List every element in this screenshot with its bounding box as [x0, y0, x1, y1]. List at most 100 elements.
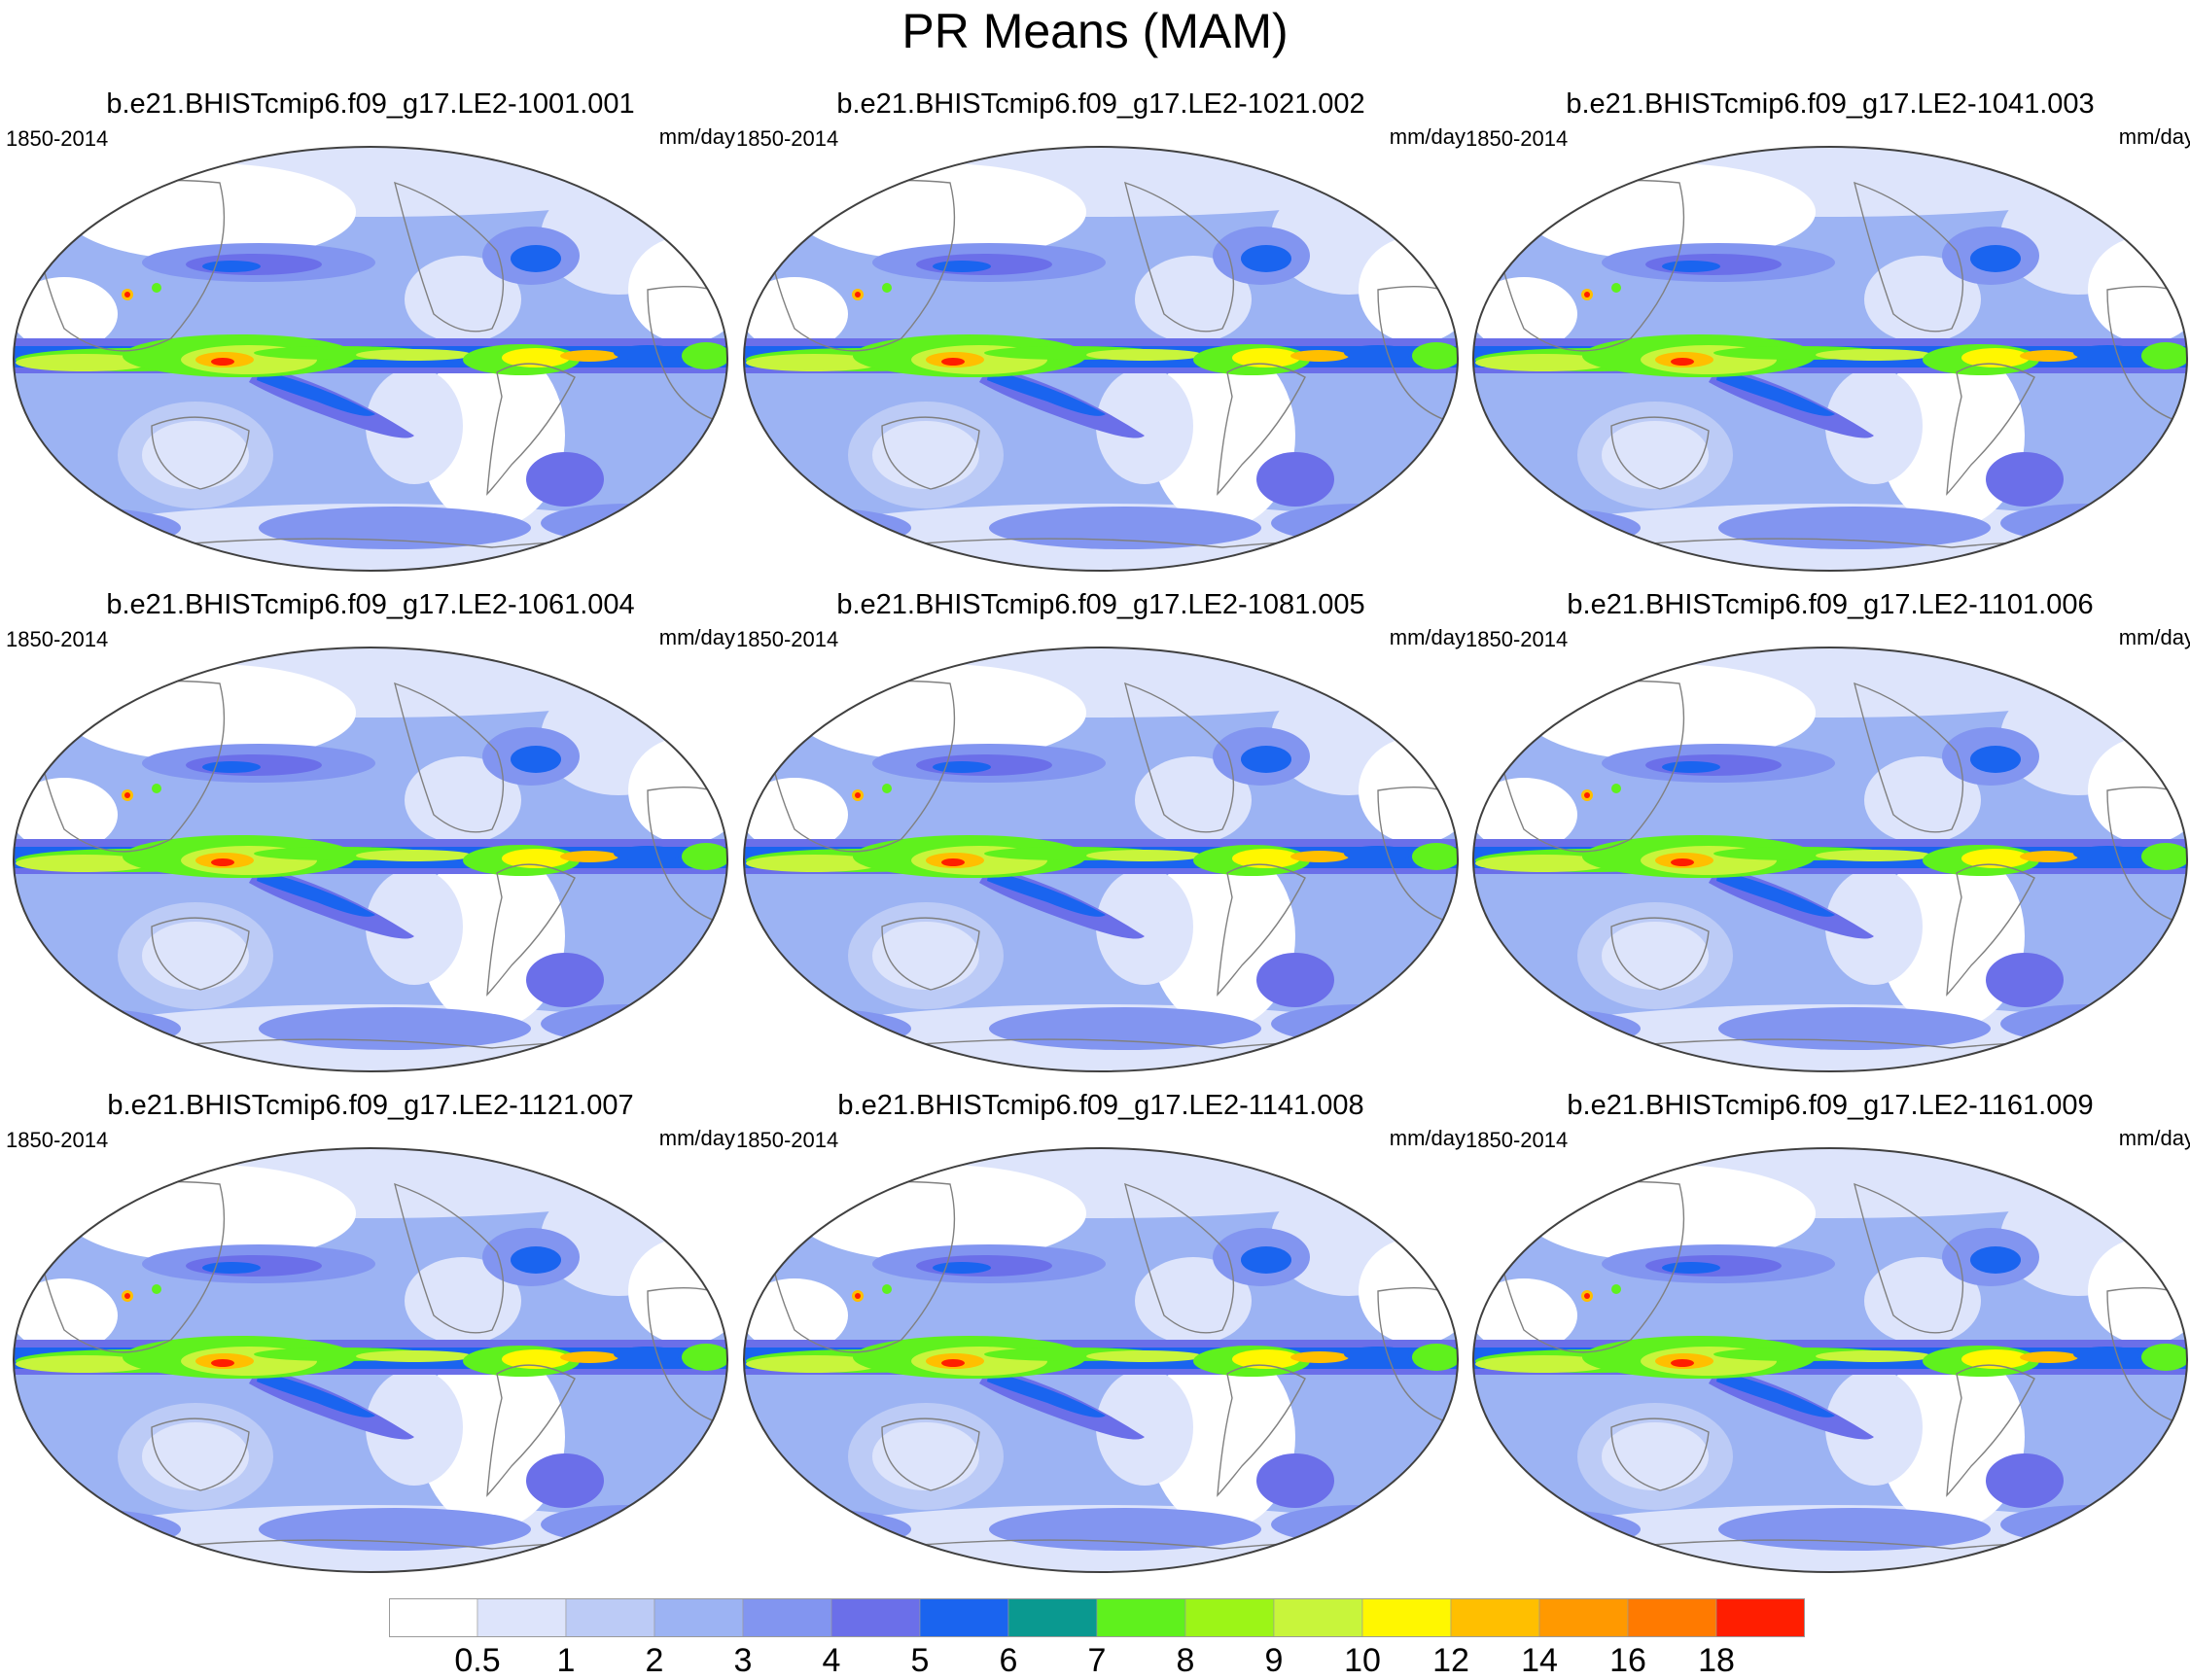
- south-pacific-light: [1825, 1369, 1923, 1486]
- japan-wet: [152, 283, 161, 293]
- north-polar-light: [1473, 147, 2187, 217]
- australia-outline: [151, 416, 250, 490]
- indian-ocean-itcz-core: [16, 354, 152, 371]
- amazon-core: [502, 348, 570, 368]
- gulf-stream-core: [511, 245, 561, 272]
- kuroshio-core: [1662, 1262, 1720, 1274]
- amazon-peak: [1290, 851, 1349, 862]
- south-america-outline: [486, 1364, 576, 1497]
- precip-map: [1472, 1147, 2188, 1573]
- south-atlantic-wet: [526, 1453, 604, 1508]
- south-atlantic-wet: [1986, 1453, 2064, 1508]
- south-pacific-light: [366, 1369, 463, 1486]
- colorbar-tick-label: 2: [645, 1642, 664, 1679]
- panel-title: b.e21.BHISTcmip6.f09_g17.LE2-1101.006: [1567, 589, 2094, 620]
- panel-period-label: 1850-2014: [1466, 126, 1569, 151]
- colorbar-swatch: [389, 1598, 478, 1637]
- south-pacific-light: [1096, 368, 1193, 484]
- colorbar-tick-label: 16: [1609, 1642, 1646, 1679]
- colorbar-swatch: [1007, 1598, 1098, 1637]
- warm-pool-max: [1671, 858, 1694, 866]
- southern-storm-track-pacific: [1718, 1007, 1991, 1050]
- china-hotspot-core: [124, 1293, 130, 1299]
- south-atlantic-wet: [1256, 953, 1334, 1007]
- panel-period-label: 1850-2014: [736, 627, 839, 651]
- east-pacific-light: [1864, 1257, 1981, 1345]
- colorbar-tick-label: 14: [1521, 1642, 1558, 1679]
- colorbar-tick-label: 5: [910, 1642, 930, 1679]
- arabia-dry: [744, 1278, 848, 1352]
- map-panel: b.e21.BHISTcmip6.f09_g17.LE2-1081.005 185…: [736, 588, 1466, 1074]
- colorbar-tick-label: 1: [556, 1642, 576, 1679]
- south-america-outline: [1946, 1364, 2035, 1497]
- north-polar-light: [744, 648, 1458, 718]
- north-polar-light: [1473, 1148, 2187, 1218]
- japan-wet: [882, 784, 892, 793]
- globe-outline: [1472, 146, 2188, 572]
- north-polar-light: [1473, 648, 2187, 718]
- australia-outline: [151, 917, 250, 991]
- north-polar-light: [14, 1148, 727, 1218]
- china-hotspot-core: [855, 792, 861, 798]
- southern-storm-track-pacific: [259, 1508, 531, 1551]
- arabia-dry: [1473, 277, 1577, 351]
- precip-map: [743, 1147, 1459, 1573]
- map-panel: b.e21.BHISTcmip6.f09_g17.LE2-1141.008 185…: [736, 1089, 1466, 1575]
- east-pacific-light: [1135, 256, 1252, 343]
- colorbar-tick-label: 18: [1698, 1642, 1735, 1679]
- panel-period-label: 1850-2014: [736, 1128, 839, 1152]
- warm-pool-max: [211, 1359, 234, 1367]
- australia-outline: [1610, 416, 1710, 490]
- southern-storm-track-pacific: [259, 1007, 531, 1050]
- south-america-outline: [1217, 363, 1306, 496]
- amazon-core: [1232, 849, 1300, 868]
- atlantic-itcz: [1344, 1347, 1412, 1362]
- southern-storm-track-pacific: [989, 1508, 1261, 1551]
- australia-outline: [881, 416, 980, 490]
- panel-title: b.e21.BHISTcmip6.f09_g17.LE2-1141.008: [837, 1090, 1364, 1121]
- colorbar-tick-label: 9: [1264, 1642, 1284, 1679]
- precip-map: [13, 146, 728, 572]
- south-america-outline: [486, 363, 576, 496]
- kuroshio-core: [1662, 261, 1720, 272]
- gulf-stream-core: [1241, 746, 1291, 773]
- japan-wet: [882, 283, 892, 293]
- gulf-stream-core: [1241, 245, 1291, 272]
- warm-pool-max: [211, 358, 234, 366]
- kuroshio-core: [202, 261, 261, 272]
- east-pacific-itcz: [356, 1350, 473, 1362]
- china-hotspot-core: [1584, 292, 1590, 298]
- africa-outline: [647, 1287, 727, 1428]
- spcz-core: [257, 870, 375, 917]
- panel-title: b.e21.BHISTcmip6.f09_g17.LE2-1021.002: [836, 88, 1365, 120]
- africa-outline: [1377, 787, 1458, 928]
- colorbar-swatch: [830, 1598, 921, 1637]
- china-hotspot-core: [855, 292, 861, 298]
- arabia-dry: [1473, 778, 1577, 852]
- panel-title: b.e21.BHISTcmip6.f09_g17.LE2-1001.001: [106, 88, 635, 120]
- north-polar-light: [744, 147, 1458, 217]
- kuroshio-core: [202, 761, 261, 773]
- colorbar-swatch: [1627, 1598, 1717, 1637]
- panel-title: b.e21.BHISTcmip6.f09_g17.LE2-1081.005: [836, 589, 1365, 620]
- spcz-core: [987, 369, 1106, 416]
- south-atlantic-wet: [1986, 953, 2064, 1007]
- japan-wet: [152, 1284, 161, 1294]
- colorbar-tick-label: 0.5: [454, 1642, 501, 1679]
- south-pacific-light: [1825, 868, 1923, 985]
- precip-map: [743, 647, 1459, 1072]
- precip-map: [1472, 647, 2188, 1072]
- panel-title: b.e21.BHISTcmip6.f09_g17.LE2-1041.003: [1566, 88, 2095, 120]
- china-hotspot-core: [1584, 792, 1590, 798]
- east-pacific-light: [1135, 756, 1252, 844]
- china-hotspot-core: [855, 1293, 861, 1299]
- south-america-outline: [1217, 1364, 1306, 1497]
- atlantic-itcz: [2073, 846, 2141, 861]
- warm-pool-max: [1671, 358, 1694, 366]
- south-atlantic-wet: [526, 452, 604, 507]
- amazon-peak: [560, 1351, 618, 1363]
- warm-pool-max: [941, 1359, 965, 1367]
- north-america-outline: [394, 181, 505, 332]
- east-pacific-itcz: [356, 850, 473, 861]
- gulf-stream-core: [1241, 1246, 1291, 1274]
